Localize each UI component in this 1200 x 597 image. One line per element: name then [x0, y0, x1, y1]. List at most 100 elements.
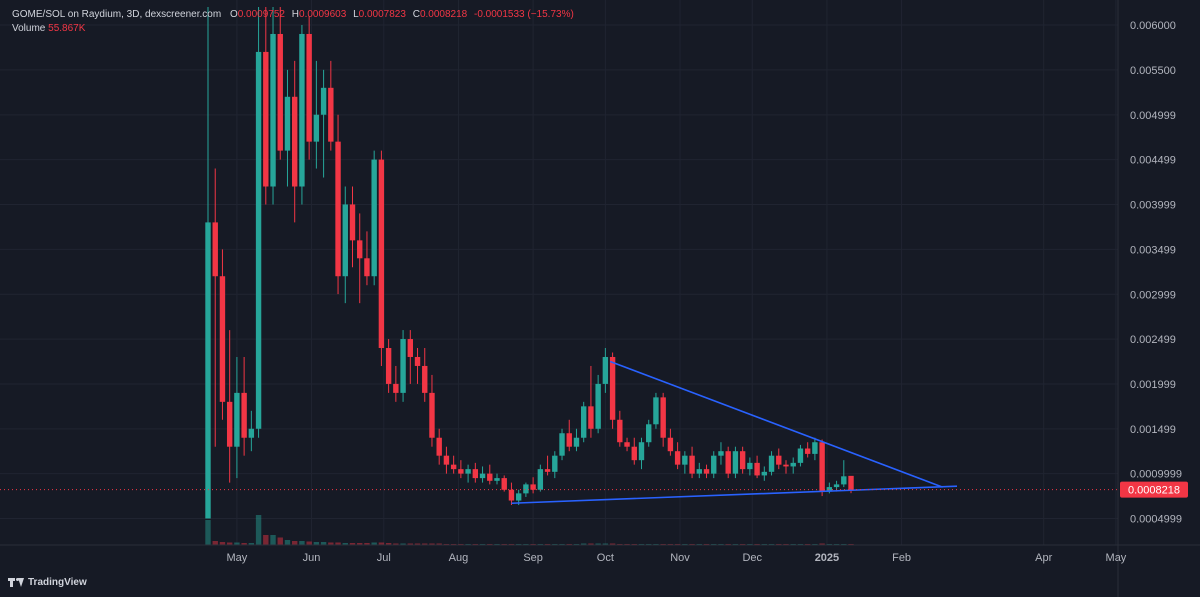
candle-body — [277, 33, 283, 151]
candle[interactable] — [320, 69, 327, 178]
candle[interactable] — [219, 249, 226, 420]
candle[interactable] — [313, 60, 320, 169]
candle[interactable] — [234, 356, 240, 479]
candle[interactable] — [725, 446, 731, 479]
candle[interactable] — [588, 365, 594, 438]
candle[interactable] — [804, 442, 811, 458]
candle[interactable] — [544, 455, 551, 476]
candle[interactable] — [335, 114, 341, 295]
candle[interactable] — [523, 482, 529, 497]
candle[interactable] — [552, 451, 558, 479]
candle[interactable] — [400, 330, 406, 402]
candle[interactable] — [385, 339, 392, 393]
candle[interactable] — [479, 466, 486, 483]
candle[interactable] — [465, 464, 471, 483]
candle[interactable] — [393, 365, 399, 402]
candle[interactable] — [797, 444, 804, 467]
time-tick-label: Aug — [449, 552, 469, 564]
candle[interactable] — [530, 477, 536, 494]
candle[interactable] — [378, 150, 385, 366]
candle[interactable] — [761, 466, 768, 481]
trendline-lower[interactable] — [511, 485, 958, 505]
candle[interactable] — [660, 392, 666, 447]
candle[interactable] — [718, 442, 724, 465]
candle[interactable] — [328, 60, 334, 151]
candle[interactable] — [270, 7, 276, 205]
tradingview-watermark[interactable]: TradingView — [8, 577, 87, 588]
candle[interactable] — [703, 464, 710, 479]
candle[interactable] — [739, 446, 746, 474]
candle[interactable] — [364, 231, 370, 286]
candle[interactable] — [559, 428, 565, 461]
candle[interactable] — [429, 374, 435, 447]
candle[interactable] — [450, 455, 457, 474]
candle[interactable] — [812, 437, 818, 461]
candle[interactable] — [407, 330, 413, 384]
symbol-title[interactable]: GOME/SOL on Raydium, 3D, dexscreener.com — [12, 9, 222, 20]
candle[interactable] — [573, 428, 580, 452]
candle[interactable] — [501, 475, 507, 492]
candle[interactable] — [371, 150, 377, 286]
candle[interactable] — [624, 437, 630, 452]
candle[interactable] — [768, 451, 775, 476]
candle[interactable] — [277, 7, 283, 160]
candle[interactable] — [299, 25, 305, 205]
candle[interactable] — [646, 419, 652, 447]
candle[interactable] — [819, 439, 825, 497]
candle[interactable] — [241, 356, 247, 456]
volume-bar — [385, 543, 392, 545]
price-axis[interactable]: 0.006000 0.005500 0.004999 0.004499 0.003999… — [1117, 0, 1200, 597]
high-value: 0.0009603 — [299, 9, 347, 20]
candle[interactable] — [248, 410, 255, 452]
candle[interactable] — [638, 437, 645, 470]
candle[interactable] — [674, 442, 681, 470]
candle[interactable] — [783, 460, 789, 474]
candle[interactable] — [790, 457, 796, 474]
candle[interactable] — [689, 446, 695, 479]
candle[interactable] — [609, 352, 616, 429]
candle[interactable] — [667, 428, 674, 456]
candle[interactable] — [342, 186, 348, 304]
candle[interactable] — [422, 348, 428, 402]
candle[interactable] — [841, 460, 847, 488]
candle[interactable] — [284, 69, 291, 187]
candle[interactable] — [291, 60, 298, 223]
candle[interactable] — [255, 7, 262, 438]
candle[interactable] — [732, 446, 739, 479]
candle[interactable] — [443, 446, 450, 474]
candle[interactable] — [436, 428, 442, 465]
volume-bar — [349, 543, 356, 545]
time-axis[interactable]: May Jun Jul Aug Sep Oct Nov Dec 2025 Feb Apr May — [0, 544, 1200, 564]
candle[interactable] — [566, 419, 572, 452]
candle[interactable] — [631, 437, 637, 465]
candle[interactable] — [508, 482, 515, 506]
candle[interactable] — [226, 330, 233, 483]
candle[interactable] — [349, 186, 356, 268]
candle[interactable] — [212, 168, 218, 447]
candle[interactable] — [414, 348, 421, 384]
candle-body — [559, 433, 565, 456]
candle[interactable] — [682, 451, 688, 474]
candle[interactable] — [776, 448, 782, 470]
candle[interactable] — [458, 460, 464, 479]
candle[interactable] — [472, 462, 479, 483]
candle[interactable] — [602, 348, 609, 393]
candle[interactable] — [696, 462, 702, 479]
candle[interactable] — [205, 7, 211, 519]
candle[interactable] — [747, 457, 753, 476]
candle[interactable] — [580, 401, 587, 443]
trendline-upper[interactable] — [609, 360, 943, 488]
candle[interactable] — [653, 392, 659, 429]
candle[interactable] — [595, 374, 601, 434]
candle[interactable] — [537, 464, 544, 492]
candle[interactable] — [617, 410, 623, 447]
candle[interactable] — [306, 16, 312, 160]
candle[interactable] — [494, 473, 500, 485]
volume-bar — [364, 543, 370, 545]
candle[interactable] — [487, 464, 493, 485]
candle[interactable] — [357, 213, 363, 304]
candle[interactable] — [263, 7, 269, 205]
candle[interactable] — [711, 451, 717, 479]
candle[interactable] — [754, 455, 760, 479]
